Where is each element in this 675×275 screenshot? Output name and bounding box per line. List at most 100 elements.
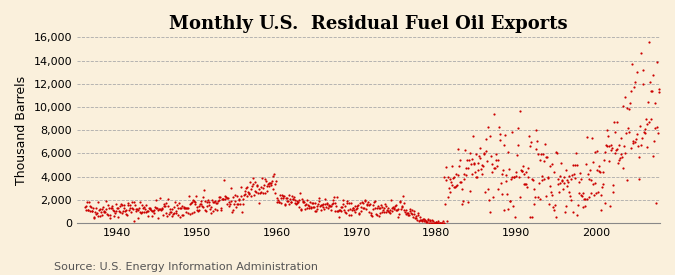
Point bbox=[202, 198, 213, 203]
Point bbox=[84, 200, 95, 204]
Point bbox=[501, 178, 512, 183]
Point bbox=[616, 136, 627, 140]
Point bbox=[149, 205, 160, 210]
Point bbox=[133, 208, 144, 212]
Point bbox=[180, 205, 191, 210]
Point bbox=[460, 166, 471, 170]
Point bbox=[158, 202, 169, 206]
Point bbox=[170, 211, 181, 215]
Point bbox=[275, 193, 286, 197]
Point bbox=[558, 187, 568, 191]
Point bbox=[124, 202, 135, 207]
Point bbox=[408, 214, 418, 219]
Point bbox=[86, 209, 97, 214]
Point bbox=[618, 166, 629, 170]
Point bbox=[427, 218, 437, 223]
Point bbox=[391, 208, 402, 212]
Point bbox=[315, 203, 326, 208]
Point bbox=[99, 210, 109, 214]
Point bbox=[406, 211, 416, 216]
Point bbox=[251, 184, 262, 188]
Point bbox=[125, 205, 136, 210]
Point bbox=[283, 198, 294, 203]
Point bbox=[340, 204, 350, 208]
Point bbox=[371, 211, 381, 216]
Point bbox=[571, 151, 582, 156]
Point bbox=[597, 185, 608, 189]
Point bbox=[373, 204, 383, 209]
Point bbox=[92, 214, 103, 218]
Point bbox=[83, 208, 94, 213]
Point bbox=[421, 220, 432, 225]
Point bbox=[337, 204, 348, 209]
Point bbox=[598, 169, 609, 174]
Point bbox=[622, 178, 632, 182]
Point bbox=[179, 206, 190, 210]
Point bbox=[439, 201, 450, 206]
Point bbox=[358, 206, 369, 210]
Point bbox=[496, 192, 507, 196]
Point bbox=[424, 221, 435, 225]
Point bbox=[291, 199, 302, 204]
Point bbox=[505, 199, 516, 203]
Point bbox=[310, 209, 321, 213]
Point bbox=[161, 200, 171, 205]
Point bbox=[338, 208, 349, 213]
Point bbox=[245, 186, 256, 191]
Point bbox=[379, 210, 389, 214]
Point bbox=[136, 211, 146, 215]
Point bbox=[272, 200, 283, 204]
Point bbox=[511, 174, 522, 178]
Point bbox=[134, 200, 145, 205]
Point bbox=[250, 180, 261, 185]
Point bbox=[596, 193, 607, 197]
Point bbox=[603, 144, 614, 148]
Point bbox=[90, 210, 101, 214]
Point bbox=[350, 210, 360, 214]
Point bbox=[273, 198, 284, 202]
Point bbox=[518, 172, 529, 177]
Point bbox=[181, 210, 192, 214]
Point bbox=[349, 203, 360, 208]
Point bbox=[458, 199, 468, 203]
Point bbox=[422, 220, 433, 224]
Point bbox=[615, 156, 626, 161]
Point bbox=[362, 203, 373, 208]
Point bbox=[146, 214, 157, 218]
Point bbox=[420, 218, 431, 222]
Point bbox=[498, 143, 509, 148]
Point bbox=[146, 208, 157, 213]
Point bbox=[141, 210, 152, 215]
Point bbox=[554, 190, 564, 194]
Point bbox=[234, 197, 245, 202]
Point bbox=[562, 177, 572, 182]
Point bbox=[159, 203, 170, 208]
Point bbox=[519, 182, 530, 186]
Point bbox=[580, 162, 591, 166]
Point bbox=[530, 128, 541, 132]
Point bbox=[604, 158, 615, 163]
Point bbox=[288, 197, 299, 201]
Point bbox=[520, 182, 531, 186]
Point bbox=[611, 147, 622, 152]
Point bbox=[586, 178, 597, 183]
Point bbox=[296, 197, 307, 201]
Point bbox=[568, 162, 579, 167]
Point bbox=[573, 191, 584, 196]
Point bbox=[357, 205, 368, 210]
Point bbox=[230, 192, 240, 197]
Point bbox=[533, 195, 543, 199]
Point bbox=[402, 213, 413, 217]
Point bbox=[452, 172, 463, 177]
Point bbox=[456, 180, 466, 184]
Point bbox=[132, 207, 142, 211]
Point bbox=[558, 181, 569, 186]
Point bbox=[99, 208, 110, 213]
Point bbox=[539, 177, 549, 182]
Point bbox=[225, 198, 236, 203]
Point bbox=[292, 200, 303, 205]
Point bbox=[487, 195, 498, 199]
Point bbox=[507, 175, 518, 179]
Point bbox=[323, 206, 333, 210]
Point bbox=[344, 200, 354, 205]
